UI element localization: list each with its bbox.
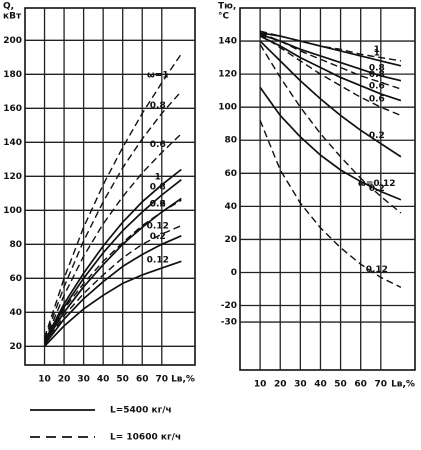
curve-label: 0.6 (369, 95, 385, 105)
series-line (43, 90, 182, 340)
y-tick-label: 40 (224, 202, 237, 212)
curve-label: 0.8 (369, 63, 385, 73)
curve-label: 0.6 (369, 81, 385, 91)
curve-label: 1 (374, 45, 380, 55)
curve-label: 0.2 (369, 131, 385, 141)
x-tick-label: 70 (156, 375, 169, 385)
y-axis-label: °C (218, 12, 230, 22)
curve-label: 0.2 (150, 200, 166, 210)
y-tick-label: 0 (231, 268, 237, 278)
series-line (43, 197, 182, 344)
y-tick-label: 160 (3, 104, 22, 114)
curve-label: 0.12 (147, 222, 169, 232)
series-line (43, 168, 182, 342)
curve-label: 0.12 (366, 265, 388, 275)
legend-label: L=5400 кг/ч (110, 406, 172, 416)
x-axis-label: Lв,% (391, 380, 415, 390)
curve-label: 1 (155, 172, 161, 182)
y-tick-label: 100 (3, 206, 22, 216)
x-tick-label: 20 (58, 375, 71, 385)
y-tick-label: 120 (3, 172, 22, 182)
series-line (43, 133, 182, 342)
series-line (259, 33, 402, 82)
y-tick-label: -30 (221, 318, 237, 328)
x-tick-label: 50 (334, 380, 347, 390)
y-tick-label: 120 (218, 70, 237, 80)
series-line (259, 44, 402, 214)
y-tick-label: 20 (9, 342, 22, 352)
series-line (43, 199, 182, 344)
y-tick-label: 60 (9, 274, 22, 284)
curve-label: 0.8 (150, 183, 166, 193)
series-line (43, 179, 182, 344)
plot-frame (239, 7, 416, 371)
curve-label: 0.8 (150, 101, 166, 111)
y-tick-label: 140 (3, 138, 22, 148)
series-line (259, 35, 402, 102)
y-axis-label: Q, (3, 2, 14, 12)
x-tick-label: 40 (314, 380, 327, 390)
series-line (43, 235, 182, 346)
y-tick-label: 100 (218, 103, 237, 113)
y-tick-label: 80 (224, 136, 237, 146)
series-line (43, 224, 182, 345)
x-tick-label: 60 (354, 380, 367, 390)
series-line (259, 40, 402, 158)
curve-label: ω=0.12 (358, 179, 396, 189)
series-line (259, 120, 402, 288)
y-tick-label: 140 (218, 37, 237, 47)
x-tick-label: 40 (97, 375, 110, 385)
series-line (259, 86, 402, 201)
series-line (259, 33, 402, 117)
x-tick-label: 10 (38, 375, 51, 385)
x-tick-label: 10 (254, 380, 267, 390)
y-tick-label: 20 (224, 235, 237, 245)
x-tick-label: 30 (294, 380, 307, 390)
y-tick-label: -20 (221, 301, 237, 311)
curve-label: 0.6 (150, 200, 166, 210)
y-axis-label: Tю, (218, 2, 236, 12)
x-tick-label: 50 (116, 375, 129, 385)
y-tick-label: 60 (224, 169, 237, 179)
x-tick-label: 70 (375, 380, 388, 390)
curve-label: 0.6 (150, 140, 166, 150)
y-tick-label: 80 (9, 240, 22, 250)
y-tick-label: 180 (3, 70, 22, 80)
y-axis-label: кВт (3, 12, 22, 22)
series-line (259, 31, 402, 67)
curve-label: 0.12 (147, 256, 169, 266)
curve-label: ω=1 (147, 70, 169, 80)
y-tick-label: 200 (3, 36, 22, 46)
curve-label: 1 (374, 48, 380, 58)
series-line (43, 260, 182, 347)
series-line (43, 53, 182, 339)
x-tick-label: 60 (136, 375, 149, 385)
curve-label: 0.2 (150, 232, 166, 242)
x-axis-label: Lв,% (171, 375, 195, 385)
legend-label: L= 10600 кг/ч (110, 433, 181, 443)
x-tick-label: 30 (77, 375, 90, 385)
y-tick-label: 40 (9, 308, 22, 318)
x-tick-label: 20 (274, 380, 287, 390)
plot-frame (24, 7, 196, 366)
